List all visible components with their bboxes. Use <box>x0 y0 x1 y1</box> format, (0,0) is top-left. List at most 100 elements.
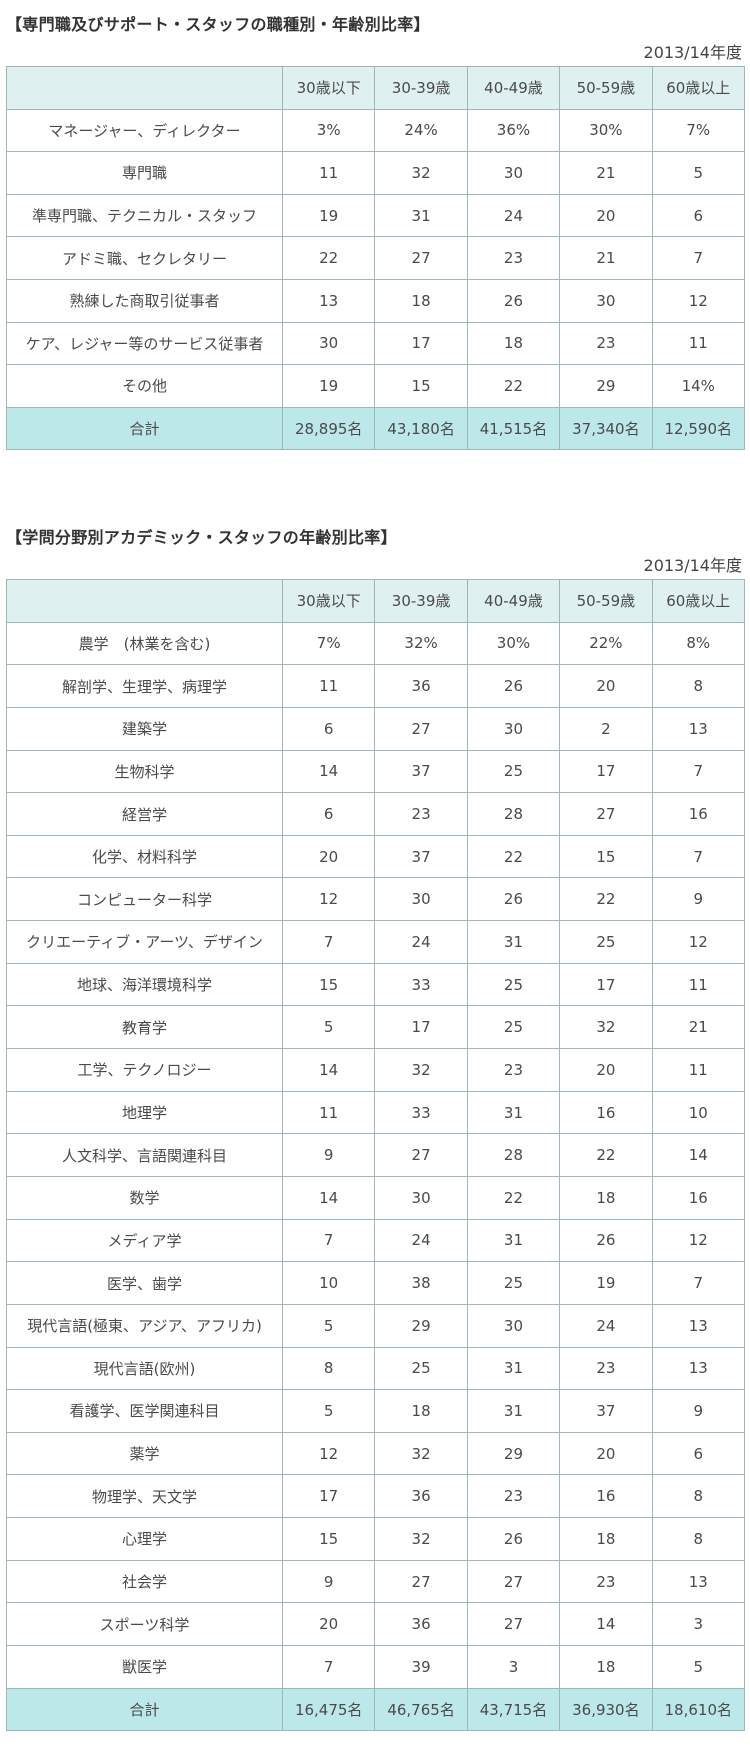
value-cell: 33 <box>374 962 468 1007</box>
value-cell: 38 <box>374 1261 468 1305</box>
column-header: 50-59歳 <box>559 579 653 623</box>
table-row: その他 19 15 22 29 14% <box>6 364 745 408</box>
value-cell: 36 <box>374 664 468 708</box>
header-corner <box>6 579 283 623</box>
value-cell: 20 <box>559 1431 653 1476</box>
value-cell: 18 <box>559 1645 653 1689</box>
value-cell: 31 <box>466 1346 561 1391</box>
value-cell: 12 <box>651 278 745 323</box>
value-cell: 10 <box>651 1090 745 1135</box>
table-row: 専門職 11 32 30 21 5 <box>6 151 745 195</box>
value-cell: 3 <box>651 1602 745 1647</box>
value-cell: 5 <box>281 1005 376 1050</box>
value-cell: 23 <box>559 1559 653 1604</box>
table-row: 地球、海洋環境科学 15 33 25 17 11 <box>6 962 745 1007</box>
value-cell: 30 <box>374 877 468 922</box>
row-label: 専門職 <box>6 151 283 195</box>
value-cell: 31 <box>466 1218 561 1263</box>
value-cell: 6 <box>281 706 376 751</box>
value-cell: 16 <box>559 1474 653 1519</box>
row-label: スポーツ科学 <box>6 1602 283 1647</box>
value-cell: 17 <box>374 1005 468 1050</box>
value-cell: 23 <box>559 1346 653 1391</box>
table-row: 経営学 6 23 28 27 16 <box>6 792 745 836</box>
value-cell: 22 <box>559 877 653 922</box>
total-cell: 28,895名 <box>281 406 376 451</box>
value-cell: 22 <box>281 236 376 280</box>
value-cell: 16 <box>651 792 745 836</box>
section-occupation-age: 【専門職及びサポート・スタッフの職種別・年齢別比率】 2013/14年度 30歳… <box>6 10 745 451</box>
value-cell: 7 <box>651 236 745 280</box>
row-label: 獣医学 <box>6 1645 283 1689</box>
value-cell: 20 <box>559 664 653 708</box>
total-cell: 46,765名 <box>374 1687 468 1732</box>
table-row: 農学 (林業を含む) 7% 32% 30% 22% 8% <box>6 621 745 666</box>
occupation-age-table: 30歳以下 30-39歳 40-49歳 50-59歳 60歳以上 マネージャー、ディレク… <box>6 66 745 451</box>
value-cell: 32 <box>374 151 468 195</box>
value-cell: 23 <box>559 321 653 366</box>
row-label: 生物科学 <box>6 749 283 794</box>
row-label: 人文科学、言語関連科目 <box>6 1133 283 1177</box>
table-row: 教育学 5 17 25 32 21 <box>6 1005 745 1050</box>
value-cell: 11 <box>281 151 376 195</box>
value-cell: 7% <box>651 108 745 153</box>
value-cell: 11 <box>281 1090 376 1135</box>
value-cell: 14 <box>281 749 376 794</box>
header-corner <box>6 66 283 110</box>
section-discipline-age: 【学問分野別アカデミック・スタッフの年齢別比率】 2013/14年度 30歳以下… <box>6 523 745 1732</box>
value-cell: 25 <box>374 1346 468 1391</box>
value-cell: 37 <box>374 834 468 879</box>
table-row: 工学、テクノロジー 14 32 23 20 11 <box>6 1048 745 1092</box>
total-cell: 18,610名 <box>651 1687 745 1732</box>
value-cell: 13 <box>651 706 745 751</box>
value-cell: 5 <box>281 1303 376 1348</box>
value-cell: 8 <box>651 1474 745 1519</box>
value-cell: 23 <box>466 1048 561 1092</box>
value-cell: 13 <box>281 278 376 323</box>
value-cell: 33 <box>374 1090 468 1135</box>
value-cell: 26 <box>466 1517 561 1561</box>
value-cell: 13 <box>651 1303 745 1348</box>
value-cell: 32 <box>374 1048 468 1092</box>
column-header: 30歳以下 <box>281 579 376 623</box>
value-cell: 31 <box>466 1389 561 1433</box>
value-cell: 12 <box>651 1218 745 1263</box>
table-row: メディア学 7 24 31 26 12 <box>6 1218 745 1263</box>
value-cell: 17 <box>374 321 468 366</box>
value-cell: 11 <box>651 1048 745 1092</box>
value-cell: 13 <box>651 1346 745 1391</box>
value-cell: 15 <box>374 364 468 408</box>
value-cell: 22 <box>466 364 561 408</box>
value-cell: 25 <box>466 1261 561 1305</box>
value-cell: 27 <box>374 1559 468 1604</box>
value-cell: 27 <box>466 1559 561 1604</box>
table-row: 人文科学、言語関連科目 9 27 28 22 14 <box>6 1133 745 1177</box>
value-cell: 29 <box>374 1303 468 1348</box>
table-row: 化学、材料科学 20 37 22 15 7 <box>6 834 745 879</box>
discipline-age-table: 30歳以下 30-39歳 40-49歳 50-59歳 60歳以上 農学 (林業を含む) 7… <box>6 579 745 1732</box>
table-row: 準専門職、テクニカル・スタッフ 19 31 24 20 6 <box>6 193 745 238</box>
value-cell: 30 <box>559 278 653 323</box>
table-row: 社会学 9 27 27 23 13 <box>6 1559 745 1604</box>
value-cell: 31 <box>374 193 468 238</box>
value-cell: 13 <box>651 1559 745 1604</box>
row-label: 物理学、天文学 <box>6 1474 283 1519</box>
value-cell: 12 <box>651 920 745 964</box>
value-cell: 15 <box>559 834 653 879</box>
table-row: マネージャー、ディレクター 3% 24% 36% 30% 7% <box>6 108 745 153</box>
value-cell: 22% <box>559 621 653 666</box>
total-cell: 43,180名 <box>374 406 468 451</box>
value-cell: 32 <box>559 1005 653 1050</box>
row-label: 建築学 <box>6 706 283 751</box>
value-cell: 14% <box>651 364 745 408</box>
value-cell: 6 <box>651 193 745 238</box>
column-header: 30-39歳 <box>374 66 468 110</box>
row-label: アドミ職、セクレタリー <box>6 236 283 280</box>
value-cell: 14 <box>281 1048 376 1092</box>
value-cell: 7% <box>281 621 376 666</box>
value-cell: 26 <box>559 1218 653 1263</box>
section-title: 【専門職及びサポート・スタッフの職種別・年齢別比率】 <box>6 15 430 34</box>
value-cell: 21 <box>559 236 653 280</box>
value-cell: 5 <box>651 1645 745 1689</box>
column-header: 40-49歳 <box>466 66 561 110</box>
